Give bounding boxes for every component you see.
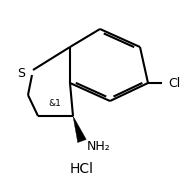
Text: S: S xyxy=(17,66,25,79)
Polygon shape xyxy=(73,116,86,142)
Text: NH₂: NH₂ xyxy=(87,141,111,154)
Text: Cl: Cl xyxy=(168,77,180,90)
Text: HCl: HCl xyxy=(70,162,94,176)
Text: &1: &1 xyxy=(49,99,61,108)
